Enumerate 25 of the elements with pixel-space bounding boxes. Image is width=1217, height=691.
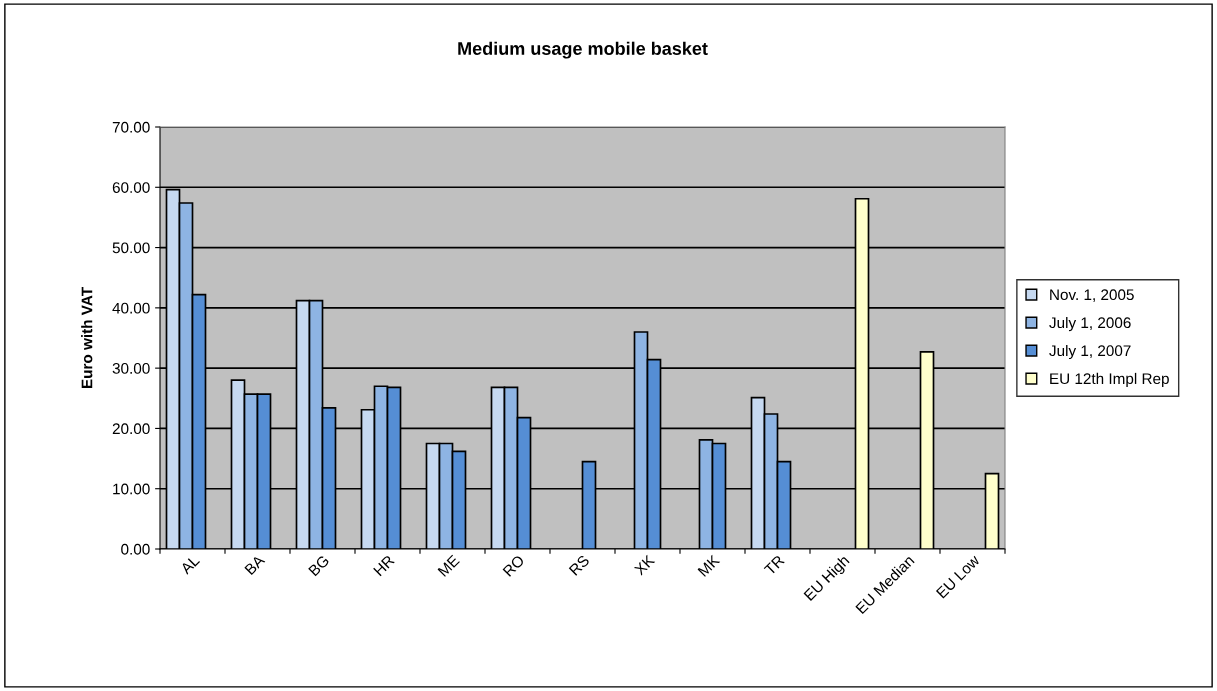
x-tick-label: RS (568, 554, 590, 576)
x-tick-label: ME (437, 554, 460, 577)
legend-label: July 1, 2006 (1049, 316, 1131, 332)
y-tick-label: 50.00 (112, 242, 150, 254)
y-axis-title: Euro with VAT (81, 287, 93, 389)
legend-label: July 1, 2007 (1049, 344, 1131, 360)
x-tick-label: TR (763, 554, 785, 576)
y-tick-label: 60.00 (112, 182, 150, 193)
y-tick-label: 10.00 (113, 483, 150, 495)
x-tick-label: BG (308, 554, 330, 577)
y-tick-label: 40.00 (112, 302, 150, 314)
y-tick-label: 0.00 (121, 543, 150, 555)
legend-label: Nov. 1, 2005 (1050, 289, 1134, 302)
legend-label: EU 12th Impl Rep (1050, 372, 1169, 388)
x-tick-label: MK (697, 554, 721, 577)
y-tick-label: 20.00 (112, 423, 150, 435)
x-tick-label: EU Low (935, 554, 981, 599)
x-tick-label: HR (373, 554, 395, 577)
y-tick-label: 30.00 (112, 363, 150, 374)
x-tick-label: BA (244, 554, 266, 576)
x-tick-label: RO (502, 554, 525, 577)
x-tick-label: AL (179, 554, 200, 575)
y-tick-label: 70.00 (112, 121, 150, 133)
chart-title: Medium usage mobile basket (458, 41, 708, 59)
x-tick-label: XK (633, 554, 656, 576)
